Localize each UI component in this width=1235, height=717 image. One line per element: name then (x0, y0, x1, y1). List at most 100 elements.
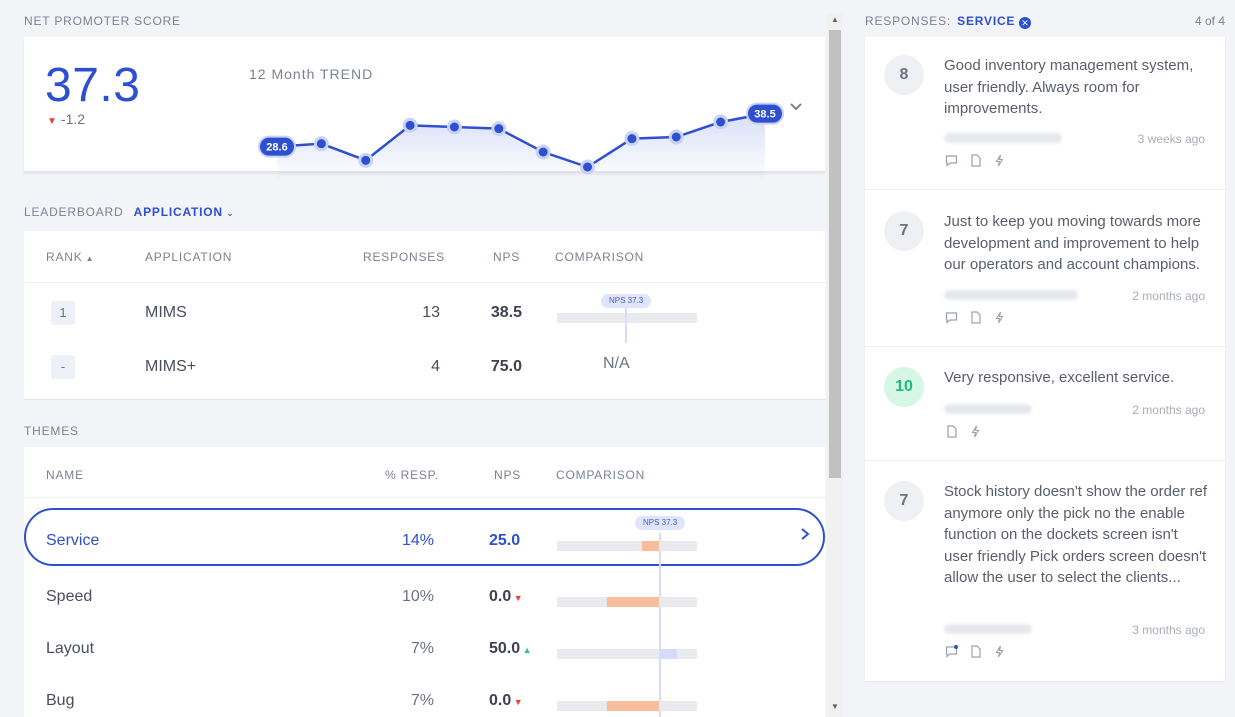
rank-header[interactable]: RANK ▲ (46, 250, 94, 264)
theme-nps: 0.0 ▼ (489, 588, 523, 606)
trend-endpoint-label: 28.6 (266, 142, 287, 154)
theme-name: Service (46, 532, 100, 549)
redacted-name (944, 624, 1032, 634)
leaderboard-filter-dropdown[interactable]: APPLICATION ⌄ (134, 205, 235, 219)
response-count: 4 of 4 (1194, 14, 1225, 28)
comparison-na: N/A (603, 355, 630, 372)
app-name: MIMS+ (145, 358, 197, 375)
comparison-bar (557, 313, 697, 323)
trend-point[interactable] (580, 159, 596, 175)
lightning-icon[interactable] (993, 154, 1006, 167)
nps-delta: ▼ -1.2 (47, 111, 85, 127)
theme-nps: 0.0 ▼ (489, 692, 523, 710)
theme-row-selected[interactable] (24, 508, 825, 566)
theme-resp: 7% (410, 640, 434, 657)
divider (24, 497, 825, 498)
response-time: 2 months ago (1132, 403, 1205, 417)
response-actions (945, 645, 1017, 659)
trend-point[interactable] (358, 152, 374, 168)
response-time: 2 months ago (1132, 289, 1205, 303)
trend-down-icon: ▼ (511, 593, 523, 603)
nps-value: 75.0 (490, 358, 522, 375)
scroll-up-arrow-icon[interactable]: ▲ (831, 15, 839, 24)
score-badge: 8 (884, 55, 924, 95)
response-time: 3 months ago (1132, 623, 1205, 637)
comment-icon[interactable] (945, 154, 958, 167)
resp-header: % RESP. (385, 468, 440, 482)
theme-nps-value: 25.0 (489, 532, 521, 549)
theme-nps: 50.0 ▲ (489, 640, 532, 658)
sort-asc-icon: ▲ (82, 254, 95, 263)
trend-endpoint-badge (746, 102, 784, 125)
trend-endpoint-label: 38.5 (754, 109, 775, 121)
redacted-name (944, 133, 1062, 143)
trend-point[interactable] (313, 136, 329, 152)
trend-point[interactable] (713, 114, 729, 130)
document-icon[interactable] (969, 311, 982, 324)
response-text: Just to keep you moving towards more dev… (944, 213, 1201, 273)
nps-delta-value: -1.2 (60, 111, 86, 127)
responses-filter-chip: SERVICE (957, 14, 1016, 28)
theme-name: Layout (46, 640, 95, 657)
response-actions (945, 311, 1017, 325)
trend-title: 12 Month TREND (249, 66, 374, 82)
lightning-icon[interactable] (993, 311, 1006, 324)
clear-filter-icon[interactable]: ✕ (1019, 17, 1032, 29)
theme-name: Bug (46, 692, 75, 709)
lightning-icon[interactable] (993, 645, 1006, 658)
comparison-fill (607, 701, 659, 711)
rank-header-label: RANK (46, 250, 83, 264)
comparison-fill (642, 541, 659, 551)
comment-icon[interactable] (945, 311, 958, 324)
rank-badge: 1 (51, 301, 75, 325)
chevron-down-icon: ⌄ (222, 208, 235, 218)
comparison-fill (659, 649, 677, 659)
trend-point[interactable] (535, 144, 551, 160)
name-header: NAME (46, 468, 84, 482)
comparison-bar (557, 649, 697, 659)
response-item[interactable]: 10 Very responsive, excellent service. 2… (865, 347, 1225, 461)
expand-chevron-icon[interactable] (789, 99, 803, 113)
document-icon[interactable] (969, 645, 982, 658)
response-actions (945, 425, 993, 439)
trend-point[interactable] (446, 119, 462, 135)
document-icon[interactable] (945, 425, 958, 438)
leaderboard-table: RANK ▲ APPLICATION RESPONSES NPS COMPARI… (24, 231, 825, 400)
responses-list: 8 Good inventory management system, user… (865, 37, 1225, 681)
nps-header: NPS (494, 468, 522, 482)
response-text: Very responsive, excellent service. (944, 369, 1175, 386)
nps-section-label: NET PROMOTER SCORE (24, 14, 181, 28)
lightning-icon[interactable] (969, 425, 982, 438)
redacted-name (944, 404, 1032, 414)
nps-card: 37.3 ▼ -1.2 12 Month TREND 28.6 38.5 (24, 37, 825, 182)
responses-value: 4 (431, 358, 440, 375)
rank-badge: - (51, 355, 75, 379)
trend-down-icon: ▼ (511, 697, 523, 707)
chevron-right-icon[interactable] (799, 527, 811, 541)
leaderboard-filter-label: APPLICATION (133, 205, 223, 219)
score-badge: 7 (884, 211, 924, 251)
response-actions (945, 154, 1017, 168)
comparison-header: COMPARISON (555, 250, 645, 264)
scroll-down-arrow-icon[interactable]: ▼ (831, 702, 839, 711)
trend-point[interactable] (402, 117, 418, 133)
responses-label: RESPONSES: SERVICE ✕ (865, 14, 1032, 29)
response-item[interactable]: 7 Stock history doesn't show the order r… (865, 461, 1225, 681)
comment-icon[interactable] (945, 645, 958, 658)
nps-reference-pill: NPS 37.3 (601, 294, 652, 308)
nps-score: 37.3 (45, 59, 141, 112)
application-header: APPLICATION (145, 250, 233, 264)
response-item[interactable]: 8 Good inventory management system, user… (865, 37, 1225, 190)
document-icon[interactable] (969, 154, 982, 167)
trend-chart: 28.6 38.5 (258, 102, 784, 182)
trend-point[interactable] (668, 129, 684, 145)
trend-point[interactable] (491, 121, 507, 137)
theme-name: Speed (46, 588, 93, 605)
trend-area (277, 113, 765, 182)
trend-point[interactable] (624, 131, 640, 147)
themes-label: THEMES (24, 424, 79, 438)
response-item[interactable]: 7 Just to keep you moving towards more d… (865, 190, 1225, 347)
responses-title: RESPONSES: (865, 14, 952, 28)
nps-marker-line (659, 533, 661, 717)
scrollbar-thumb[interactable] (829, 30, 841, 478)
